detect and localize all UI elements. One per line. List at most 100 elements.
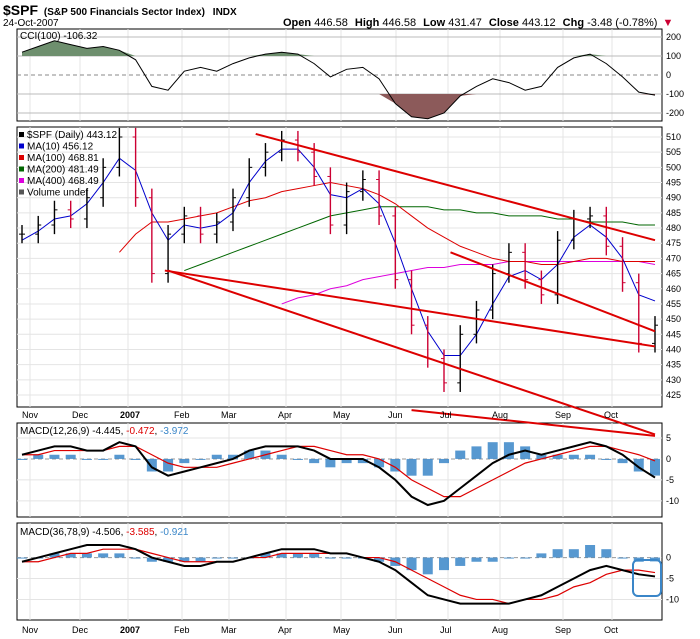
macd1-histogram-bar xyxy=(633,458,644,472)
trend-line xyxy=(450,251,656,333)
macd2-histogram-bar xyxy=(536,553,547,558)
macd2-histogram-bar xyxy=(422,557,433,575)
price-tick-label: 495 xyxy=(666,178,681,188)
cci-line xyxy=(21,40,656,120)
macd1-histogram-bar xyxy=(601,458,612,460)
macd1-histogram-bar xyxy=(309,458,320,464)
macd1-histogram-bar xyxy=(471,446,482,459)
price-tick-label: 505 xyxy=(666,147,681,157)
macd2-histogram-bar xyxy=(211,557,222,559)
legend-swatch xyxy=(19,189,24,195)
x-tick-label: Feb xyxy=(174,410,190,420)
macd1-tick-label: -5 xyxy=(666,475,674,485)
legend-swatch xyxy=(19,132,24,137)
trend-line-extension xyxy=(411,409,656,437)
macd1-macd-line xyxy=(21,441,656,507)
x-tick-label: Aug xyxy=(492,625,508,635)
price-tick-label: 490 xyxy=(666,193,681,203)
macd1-histogram-bar xyxy=(33,454,44,459)
macd2-histogram-bar xyxy=(439,557,449,571)
legend-entry: MA(400) 468.49 xyxy=(27,176,99,187)
x-tick-label: Mar xyxy=(221,410,237,420)
macd1-tick-label: -10 xyxy=(666,496,679,506)
macd2-histogram-bar xyxy=(65,553,76,558)
x-tick-label: Sep xyxy=(555,625,571,635)
x-tick-label: Mar xyxy=(221,625,237,635)
cci-tick-label: -200 xyxy=(666,108,684,118)
cci-tick-label: 200 xyxy=(666,32,681,42)
macd1-histogram-bar xyxy=(422,458,433,476)
x-tick-label: Oct xyxy=(604,410,619,420)
macd2-histogram-bar xyxy=(487,557,498,562)
macd2-histogram-bar xyxy=(341,557,352,559)
macd2-histogram-bar xyxy=(520,557,531,559)
x-tick-label: 2007 xyxy=(120,625,140,635)
macd1-histogram-bar xyxy=(292,458,303,460)
quote-date: 24-Oct-2007 xyxy=(3,18,59,29)
trend-line xyxy=(255,132,656,242)
cci-tick-label: -100 xyxy=(666,89,684,99)
price-tick-label: 510 xyxy=(666,132,681,142)
x-tick-label: Jun xyxy=(388,410,403,420)
macd1-panel-frame xyxy=(16,422,663,518)
price-tick-label: 480 xyxy=(666,223,681,233)
legend-entry: MA(10) 456.12 xyxy=(27,142,94,153)
legend-swatch xyxy=(19,155,24,160)
macd2-histogram-bar xyxy=(552,549,563,558)
macd1-histogram-bar xyxy=(341,458,352,464)
macd2-histogram-bar xyxy=(17,557,27,559)
macd1-histogram-bar xyxy=(65,454,76,459)
macd1-histogram-bar xyxy=(325,458,336,468)
x-tick-label: Jul xyxy=(440,625,452,635)
price-tick-label: 455 xyxy=(666,299,681,309)
macd1-histogram-bar xyxy=(276,454,287,459)
macd2-histogram-bar xyxy=(601,549,612,558)
x-tick-label: Oct xyxy=(604,625,619,635)
macd1-histogram-bar xyxy=(98,458,109,460)
legend-swatch xyxy=(19,178,24,183)
macd1-histogram-bar xyxy=(163,458,174,472)
macd2-histogram-bar xyxy=(503,557,514,559)
x-tick-label: May xyxy=(333,625,351,635)
macd2-histogram-bar xyxy=(568,549,579,558)
cci-tick-label: 0 xyxy=(666,70,671,80)
legend-entry: $SPF (Daily) 443.12 xyxy=(27,130,117,141)
macd2-histogram-bar xyxy=(325,557,336,559)
trend-line xyxy=(164,269,656,348)
cci-tick-label: 100 xyxy=(666,51,681,61)
macd1-histogram-bar xyxy=(617,458,628,464)
symbol-title: $SPF (S&P 500 Financials Sector Index) I… xyxy=(3,2,237,18)
macd1-histogram-bar xyxy=(244,450,255,459)
macd1-histogram-bar xyxy=(228,454,238,459)
macd1-histogram-bar xyxy=(487,442,498,459)
price-tick-label: 445 xyxy=(666,329,681,339)
macd2-histogram-bar xyxy=(81,553,92,558)
price-tick-label: 470 xyxy=(666,253,681,263)
macd1-histogram-bar xyxy=(211,454,222,459)
macd2-histogram-bar xyxy=(228,557,238,559)
ma400-line xyxy=(281,260,656,305)
macd2-histogram-bar xyxy=(114,553,125,558)
price-tick-label: 475 xyxy=(666,238,681,248)
price-tick-label: 425 xyxy=(666,390,681,400)
macd1-histogram-bar xyxy=(552,454,563,459)
price-tick-label: 435 xyxy=(666,360,681,370)
macd2-histogram-bar xyxy=(163,557,174,562)
x-tick-label: Nov xyxy=(22,625,39,635)
x-tick-label: Jun xyxy=(388,625,403,635)
macd2-histogram-bar xyxy=(146,557,157,562)
macd2-highlight-box xyxy=(632,559,662,597)
macd1-histogram-bar xyxy=(390,458,401,472)
macd1-histogram-bar xyxy=(179,458,190,464)
macd2-histogram-bar xyxy=(276,553,287,558)
macd2-tick-label: -5 xyxy=(666,574,674,584)
legend-entry: MA(200) 481.49 xyxy=(27,165,99,176)
x-tick-label: 2007 xyxy=(120,410,140,420)
macd1-histogram-bar xyxy=(357,458,368,464)
macd2-tick-label: -10 xyxy=(666,594,679,604)
x-tick-label: Aug xyxy=(492,410,508,420)
macd2-tick-label: 0 xyxy=(666,553,671,563)
macd2-histogram-bar xyxy=(49,553,60,558)
x-tick-label: Dec xyxy=(72,625,89,635)
